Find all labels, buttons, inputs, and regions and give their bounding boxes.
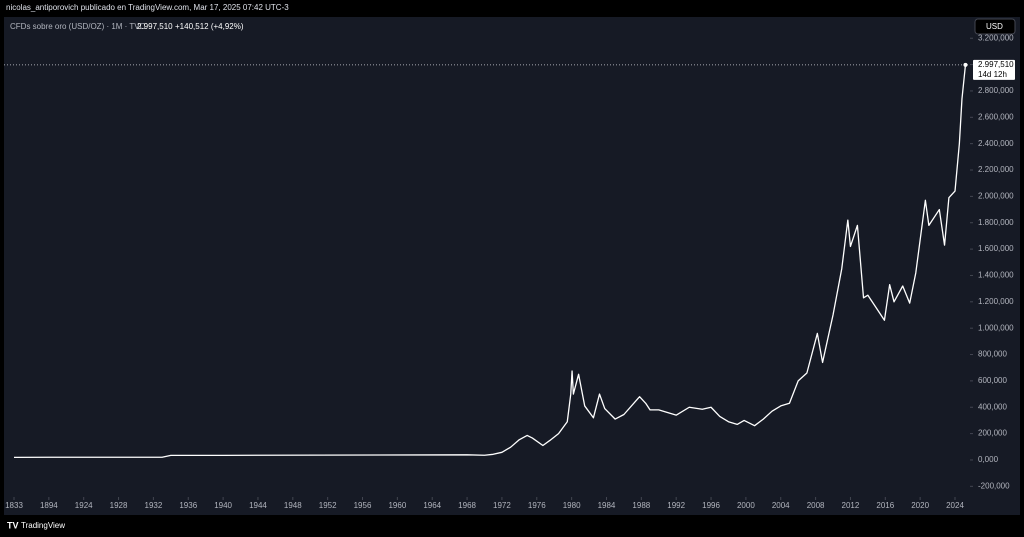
x-tick-label: 2000: [737, 501, 755, 510]
x-tick-label: 2016: [876, 501, 894, 510]
last-price-axis-label: 2.997,510: [978, 60, 1014, 69]
x-tick-label: 1924: [75, 501, 93, 510]
x-tick-label: 1894: [40, 501, 58, 510]
y-tick-label: 1.600,000: [978, 244, 1014, 253]
y-tick-label: 2.800,000: [978, 86, 1014, 95]
y-tick-label: 3.200,000: [978, 33, 1014, 42]
x-tick-label: 1952: [319, 501, 337, 510]
y-tick-label: 2.000,000: [978, 191, 1014, 200]
x-tick-label: 1932: [145, 501, 163, 510]
footer-brand: TradingView: [21, 521, 65, 530]
y-tick-label: 0,000: [978, 455, 999, 464]
y-tick-label: 400,000: [978, 402, 1007, 411]
currency-label[interactable]: USD: [986, 22, 1003, 31]
currency-button[interactable]: [974, 18, 1016, 35]
plot-background: [4, 17, 1020, 515]
y-tick-label: 1.000,000: [978, 323, 1014, 332]
x-tick-label: 1928: [110, 501, 128, 510]
y-tick-label: 2.200,000: [978, 165, 1014, 174]
x-axis: 1833 1894 1924 1928 1932 1936 1940 1944 1948 1952…: [5, 497, 964, 510]
last-price: 2.997,510: [137, 22, 173, 31]
x-tick-label: 1968: [458, 501, 476, 510]
y-tick-label: 1.200,000: [978, 297, 1014, 306]
x-tick-label: 1936: [179, 501, 197, 510]
price-change: +140,512 (+4,92%): [175, 22, 244, 31]
x-tick-label: 1984: [598, 501, 616, 510]
y-tick-label: 600,000: [978, 376, 1007, 385]
x-tick-label: 1988: [632, 501, 650, 510]
y-tick-label: 200,000: [978, 429, 1007, 438]
plot: [4, 62, 970, 459]
x-tick-label: 1964: [423, 501, 441, 510]
last-point: [963, 62, 968, 67]
x-tick-label: 2012: [842, 501, 860, 510]
x-tick-label: 1940: [214, 501, 232, 510]
y-tick-label: 2.400,000: [978, 139, 1014, 148]
publisher-note: nicolas_antiporovich publicado en Tradin…: [6, 3, 289, 12]
x-tick-label: 1960: [388, 501, 406, 510]
x-tick-label: 1980: [563, 501, 581, 510]
x-tick-label: 1833: [5, 501, 23, 510]
x-tick-label: 1972: [493, 501, 511, 510]
x-tick-label: 1956: [354, 501, 372, 510]
y-tick-label: -200,000: [978, 481, 1010, 490]
x-tick-label: 2008: [807, 501, 825, 510]
x-tick-label: 1976: [528, 501, 546, 510]
last-price-box: [973, 59, 1015, 80]
x-tick-label: 1944: [249, 501, 267, 510]
y-axis: -200,000 0,000 200,000 400,000 600,000 800,00…: [970, 33, 1015, 490]
footer-logo: TV TradingView: [7, 520, 65, 530]
y-tick-label: 2.600,000: [978, 112, 1014, 121]
logo-mark: TV: [7, 520, 19, 530]
x-tick-label: 2024: [946, 501, 964, 510]
y-tick-label: 1.400,000: [978, 271, 1014, 280]
y-tick-label: 800,000: [978, 350, 1007, 359]
x-tick-label: 1996: [702, 501, 720, 510]
price-line: [13, 64, 967, 459]
y-tick-label: 1.800,000: [978, 218, 1014, 227]
x-tick-label: 1948: [284, 501, 302, 510]
countdown-label: 14d 12h: [978, 70, 1007, 79]
x-tick-label: 2020: [911, 501, 929, 510]
symbol-title: CFDs sobre oro (USD/OZ) · 1M · TVC: [10, 22, 146, 31]
x-tick-label: 2004: [772, 501, 790, 510]
x-tick-label: 1992: [667, 501, 685, 510]
